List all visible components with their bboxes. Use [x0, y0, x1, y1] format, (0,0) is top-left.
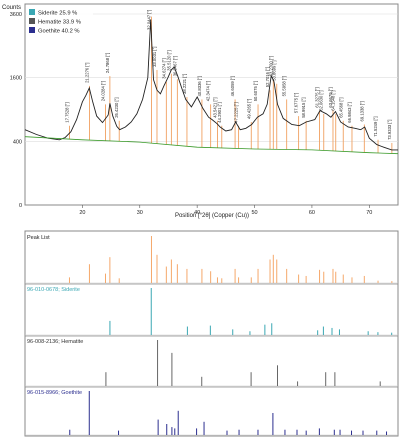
legend-label: Goethite 40.2 % — [38, 29, 80, 35]
peak-label: 21.2276 [°] — [84, 63, 89, 83]
legend-swatch — [29, 27, 35, 33]
peak-label: 47.2225 [°] — [234, 102, 239, 122]
x-tick-label: 40 — [194, 210, 200, 216]
top-y-ticks: 0 400 1600 3600 — [10, 12, 22, 209]
panel-title: 96-015-8966; Goethite — [27, 390, 82, 396]
bottom-panel-frame — [24, 230, 399, 437]
peak-label: 33.0031 [°] — [152, 47, 157, 67]
x-tick-label: 50 — [251, 210, 257, 216]
top-series — [24, 19, 399, 155]
peak-label: 64.1548 [°] — [331, 90, 336, 110]
peak-label: 43.5421 [°] — [213, 97, 218, 117]
peak-label: 62.0630 [°] — [319, 90, 324, 110]
stick-panel: 96-010-0678; Siderite — [25, 283, 398, 336]
y-tick-label: 1600 — [10, 76, 22, 82]
peak-label: 53.8699 [°] — [272, 60, 277, 80]
peak-label: 52.7016 [°] — [265, 67, 270, 87]
legend: Siderite 25.9 % Hematite 33.9 % Goethite 4… — [27, 6, 93, 35]
legend-swatch — [29, 18, 35, 24]
x-tick-label: 30 — [137, 210, 143, 216]
peak-label: 58.9915 [°] — [301, 97, 306, 117]
peak-label: 24.7868 [°] — [105, 53, 110, 73]
peak-label: 24.0284 [°] — [101, 81, 106, 101]
legend-box — [27, 6, 93, 34]
peak-label: 46.6059 [°] — [230, 76, 235, 96]
peak-label: 32.0447 [°] — [147, 10, 152, 30]
top-peak-lines — [69, 16, 393, 154]
peak-label: 69.1338 [°] — [359, 101, 364, 121]
top-x-ticks: 20 30 40 50 60 70 — [79, 205, 372, 216]
stick-panel: Peak List — [25, 235, 398, 284]
peak-label: 38.2221 [°] — [182, 74, 187, 94]
top-peak-labels: 17.7528 [°] 21.2276 [°] 24.0284 [°] 24.7868… — [65, 10, 392, 140]
panel-title: 96-008-2136; Hematite — [27, 339, 83, 345]
legend-label: Hematite 33.9 % — [38, 20, 81, 26]
peak-label: 36.5467 [°] — [172, 56, 177, 76]
y-tick-label: 0 — [19, 203, 22, 209]
peak-label: 34.6274 [°] — [161, 58, 166, 78]
peak-label: 44.2901 [°] — [217, 102, 222, 122]
panel-title: 96-010-0678; Siderite — [27, 287, 80, 293]
x-tick-label: 20 — [79, 210, 85, 216]
peak-label: 57.6775 [°] — [294, 93, 299, 113]
peak-label: 63.6679 [°] — [328, 87, 333, 107]
y-axis-title: Counts — [2, 5, 21, 11]
peak-label: 17.7528 [°] — [65, 102, 70, 122]
top-plot-frame — [24, 3, 399, 206]
panel-title: Peak List — [27, 235, 50, 241]
pattern-line — [24, 19, 398, 151]
peak-label: 40.8336 [°] — [197, 76, 202, 96]
peak-label: 53.2700 [°] — [268, 56, 273, 76]
x-tick-label: 70 — [366, 210, 372, 216]
y-tick-label: 3600 — [10, 12, 22, 18]
x-tick-label: 60 — [309, 210, 315, 216]
peak-label: 55.5958 [°] — [282, 76, 287, 96]
legend-label: Siderite 25.9 % — [38, 11, 77, 17]
peak-label: 71.5249 [°] — [373, 116, 378, 136]
peak-label: 35.5120 [°] — [166, 50, 171, 70]
stick-patterns: Peak List 96-010-0678; Siderite 96-008-213… — [25, 235, 398, 436]
peak-label: 50.6075 [°] — [253, 81, 258, 101]
peak-label: 49.4265 [°] — [246, 99, 251, 119]
peak-label: 65.4568 [°] — [338, 97, 343, 117]
peak-label: 26.4230 [°] — [114, 97, 119, 117]
peak-label: 73.9333 [°] — [387, 120, 392, 140]
peak-label: 66.9843 [°] — [347, 102, 352, 122]
background-line — [24, 136, 399, 155]
stick-panel: 96-015-8966; Goethite — [25, 386, 398, 436]
y-tick-label: 400 — [13, 139, 22, 145]
peak-label: 61.3275 [°] — [315, 87, 320, 107]
legend-swatch — [29, 9, 35, 15]
x-axis-title: Position [°2θ] (Copper (Cu)) — [175, 213, 249, 219]
stick-panel: 96-008-2136; Hematite — [25, 335, 398, 387]
peak-label: 42.3474 [°] — [206, 81, 211, 101]
